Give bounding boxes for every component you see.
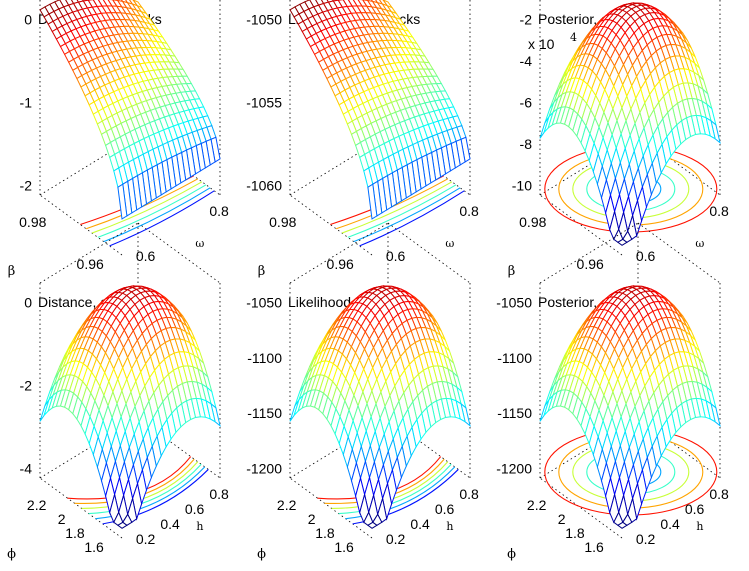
z-tick-label: -2 [20, 377, 33, 393]
z-tick-label: -2 [520, 12, 533, 28]
z-tick-label: -1060 [246, 177, 282, 193]
z-tick-label: -4 [20, 460, 33, 476]
z-tick-label: -1200 [246, 460, 282, 476]
z-tick-label: -8 [520, 136, 533, 152]
x-tick-label: 0.2 [636, 531, 656, 547]
x-tick-label: 0.4 [160, 516, 180, 532]
chart-panel: Posterior, all shocks-1050-1100-1150-120… [496, 223, 729, 562]
z-tick-label: -4 [520, 53, 533, 69]
x-axis-label: ω [445, 237, 454, 250]
y-tick-label: 1.6 [584, 539, 604, 555]
chart-panel: Likelihood, all shocks-1050-1100-1150-12… [246, 223, 479, 562]
x-tick-label: 0.8 [709, 486, 729, 502]
z-tick-label: -1055 [246, 94, 282, 110]
y-tick-label: 2.2 [277, 497, 297, 513]
y-tick-label: 1.8 [65, 525, 85, 541]
x-tick-label: 0.6 [386, 248, 406, 264]
z-tick-label: -1150 [247, 405, 282, 421]
y-axis-label: ϕ [257, 547, 266, 562]
x-tick-label: 0.6 [636, 248, 656, 264]
y-tick-label: 2.2 [27, 497, 47, 513]
y-tick-label: 0.98 [519, 214, 546, 230]
x-tick-label: 0.4 [660, 516, 680, 532]
z-tick-label: -1150 [497, 405, 532, 421]
z-tick-label: -1050 [246, 12, 282, 28]
x-axis-label: h [196, 520, 203, 533]
z-tick-label: -1200 [496, 460, 532, 476]
y-tick-label: 2.2 [527, 497, 547, 513]
x-tick-label: 0.8 [459, 203, 479, 219]
x-tick-label: 0.8 [459, 486, 479, 502]
z-tick-label: -1100 [497, 350, 532, 366]
y-tick-label: 0.96 [577, 256, 604, 272]
x-tick-label: 0.6 [136, 248, 156, 264]
x-axis-label: h [696, 520, 703, 533]
y-axis-label: ϕ [507, 547, 516, 562]
x-tick-label: 0.2 [136, 531, 156, 547]
axis-exponent: x 10 [528, 36, 555, 52]
z-tick-label: -1050 [246, 295, 282, 311]
y-axis-label: β [258, 264, 266, 279]
y-axis-label: β [508, 264, 516, 279]
y-tick-label: 1.8 [315, 525, 335, 541]
box-edge [290, 223, 388, 283]
box-edge [40, 223, 138, 283]
chart-panel: Distance, all shocks0-1-20.980.960.60.8β… [8, 0, 229, 279]
y-tick-label: 0.98 [19, 214, 46, 230]
z-tick-label: -10 [512, 177, 532, 193]
z-tick-label: -1100 [247, 350, 282, 366]
y-tick-label: 1.6 [334, 539, 354, 555]
x-tick-label: 0.2 [386, 531, 406, 547]
z-tick-label: -1 [20, 94, 33, 110]
x-tick-label: 0.8 [709, 203, 729, 219]
z-tick-label: -2 [20, 177, 33, 193]
y-tick-label: 1.6 [84, 539, 104, 555]
z-tick-label: -1050 [496, 295, 532, 311]
x-tick-label: 0.8 [209, 486, 229, 502]
y-tick-label: 0.98 [269, 214, 296, 230]
y-axis-label: β [8, 264, 16, 279]
chart-panel: Likelihood, all shocks-1050-1055-10600.9… [246, 0, 479, 279]
x-tick-label: 0.6 [685, 501, 705, 517]
x-axis-label: ω [695, 237, 704, 250]
x-tick-label: 0.6 [435, 501, 455, 517]
axis-exponent-power: 4 [570, 31, 577, 44]
x-tick-label: 0.8 [209, 203, 229, 219]
x-tick-label: 0.6 [185, 501, 205, 517]
y-axis-label: ϕ [7, 547, 16, 562]
y-tick-label: 0.96 [327, 256, 354, 272]
z-tick-label: -6 [520, 94, 533, 110]
x-axis-label: ω [195, 237, 204, 250]
z-tick-label: 0 [24, 295, 32, 311]
y-tick-label: 0.96 [77, 256, 104, 272]
z-tick-label: 0 [24, 12, 32, 28]
y-tick-label: 1.8 [565, 525, 585, 541]
x-axis-label: h [446, 520, 453, 533]
x-tick-label: 0.4 [410, 516, 430, 532]
